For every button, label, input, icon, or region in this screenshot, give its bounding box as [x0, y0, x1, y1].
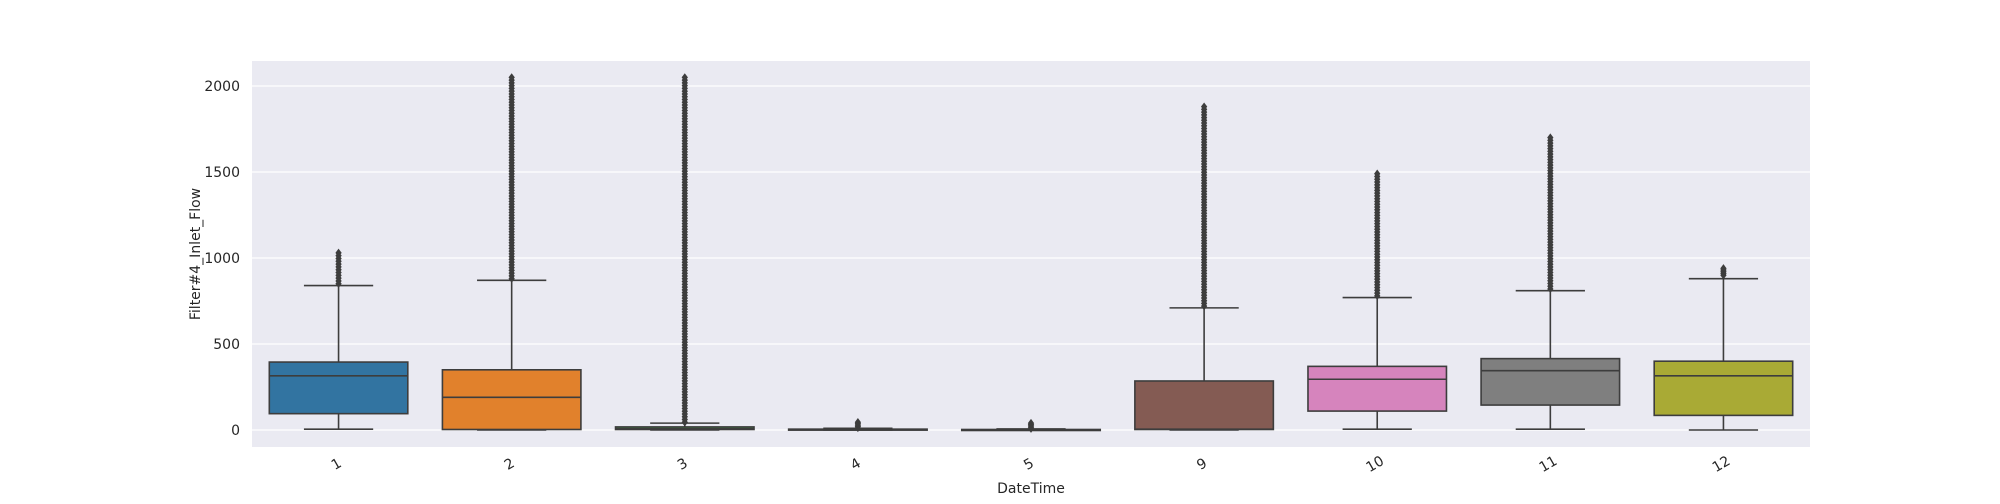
box [1134, 380, 1275, 431]
box-group-4 [787, 418, 928, 433]
box [1307, 365, 1448, 412]
x-tick-label: 12 [1710, 453, 1733, 476]
box-group-12 [1653, 264, 1794, 431]
outlier-point [335, 248, 342, 258]
outlier-point [681, 73, 688, 82]
outlier-point [854, 418, 862, 427]
outlier-point [1547, 133, 1554, 142]
x-tick-label: 11 [1537, 453, 1560, 476]
box-group-3 [614, 73, 755, 431]
y-tick-labels: 0 500 1000 1500 2000 [204, 79, 240, 439]
x-tick-labels: 1 2 3 4 5 9 10 11 12 [329, 453, 1733, 476]
box-group-10 [1307, 169, 1448, 430]
x-tick-label: 2 [502, 455, 518, 473]
y-tick-label: 2000 [204, 79, 240, 95]
box-group-2 [441, 73, 582, 431]
box-group-9 [1134, 102, 1275, 431]
box [441, 368, 582, 431]
x-tick-label: 1 [329, 455, 345, 473]
x-axis-label: DateTime [997, 481, 1065, 497]
box [268, 361, 409, 415]
x-tick-label: 4 [848, 455, 864, 473]
box [1653, 360, 1794, 417]
y-tick-label: 0 [231, 423, 240, 439]
outlier-point [1200, 102, 1208, 111]
x-tick-label: 10 [1364, 453, 1387, 476]
outlier-point [1374, 169, 1381, 178]
box-group-11 [1480, 133, 1621, 430]
x-tick-label: 3 [675, 455, 691, 473]
box-group-5 [960, 418, 1102, 433]
y-tick-label: 500 [213, 337, 240, 353]
x-tick-label: 5 [1021, 455, 1037, 473]
box-layer [268, 73, 1794, 433]
outlier-point [1720, 264, 1727, 273]
box-group-1 [268, 248, 409, 430]
y-tick-label: 1500 [204, 165, 240, 181]
outlier-point [508, 73, 515, 82]
y-axis-label: Filter#4_Inlet_Flow [188, 188, 204, 320]
x-tick-label: 9 [1194, 455, 1210, 473]
box [1480, 357, 1621, 406]
y-tick-label: 1000 [204, 251, 240, 267]
outlier-point [1027, 418, 1035, 428]
